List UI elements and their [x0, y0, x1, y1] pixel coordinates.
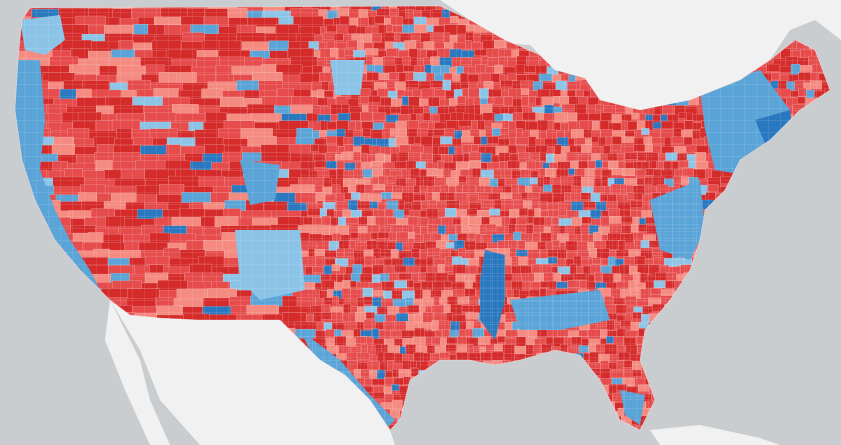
county-grid-texture-fine — [300, 150, 700, 400]
mexico-land — [110, 300, 395, 445]
canada-land — [440, 0, 841, 110]
baja-peninsula — [105, 300, 170, 445]
cuba-land — [650, 425, 780, 445]
